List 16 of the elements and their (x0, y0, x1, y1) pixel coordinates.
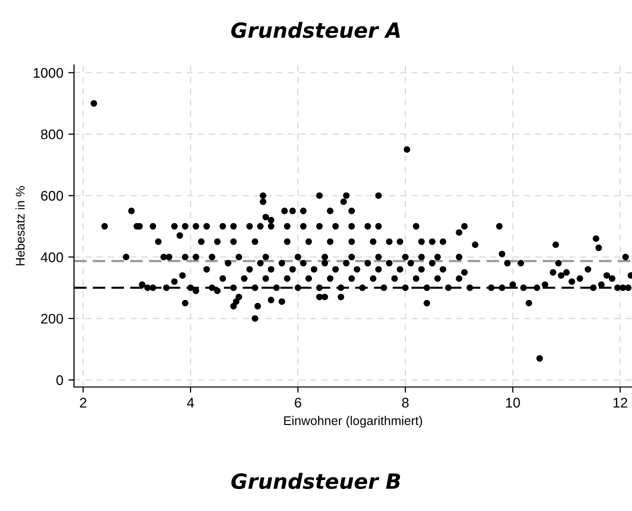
text: Grundsteuer B (231, 472, 400, 490)
y-tick-label: 1000 (34, 68, 64, 78)
y-tick-label: 800 (41, 129, 64, 140)
x-axis-title: Einwohner (logarithmiert) (284, 416, 422, 428)
y-axis-title: Hebesatz in % (15, 186, 25, 266)
x-tick-label: 6 (294, 398, 302, 408)
x-tick-label: 10 (506, 398, 520, 408)
y-tick-label: 0 (56, 375, 64, 386)
y-tick-label: 600 (41, 190, 64, 201)
x-tick-label: 2 (80, 398, 86, 408)
x-tick-label: 12 (614, 398, 628, 408)
chart-title: Grundsteuer A (231, 22, 400, 38)
y-tick-label: 400 (40, 252, 64, 262)
x-tick-label: 4 (187, 398, 194, 408)
y-tick-label: 200 (41, 314, 64, 324)
x-tick-label: 8 (402, 398, 409, 408)
